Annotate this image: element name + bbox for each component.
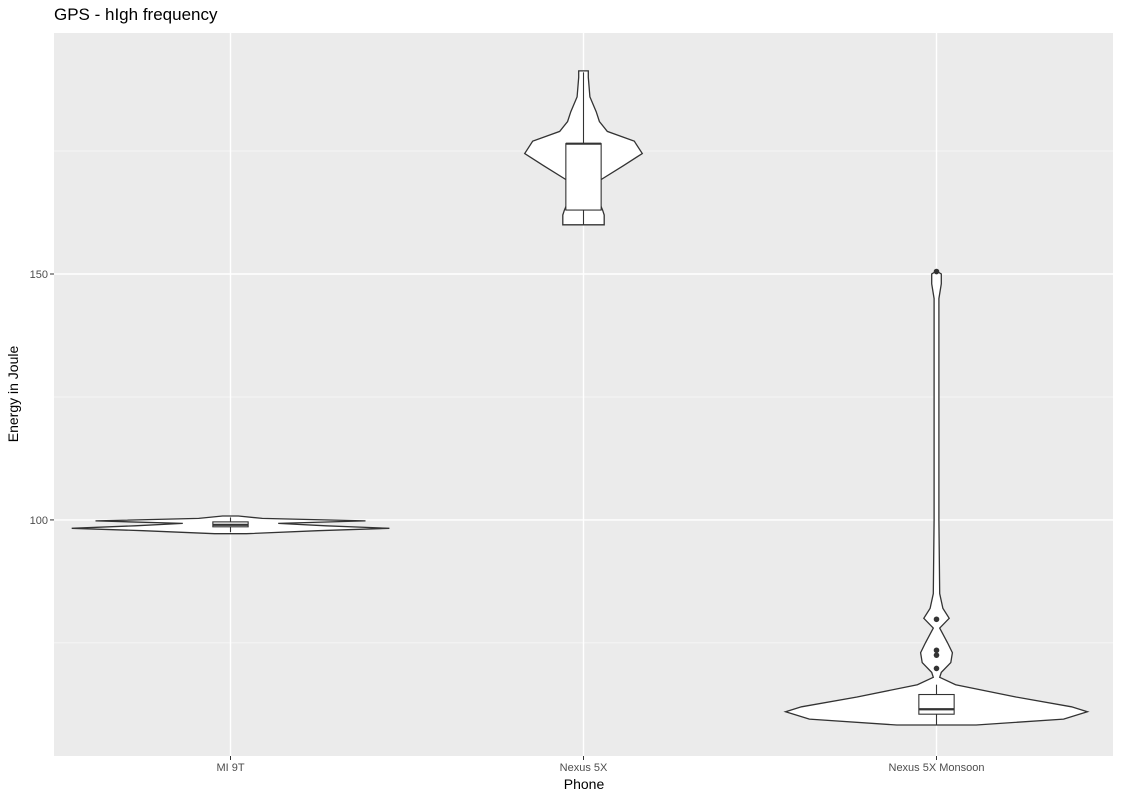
outlier-point [933,647,940,654]
y-axis-title: Energy in Joule [5,346,21,443]
x-tick-label: Nexus 5X Monsoon [889,762,985,774]
outlier-point [933,616,940,623]
x-axis-title: Phone [564,776,605,792]
x-tick-label: MI 9T [216,762,244,774]
chart-marks [71,70,1090,726]
y-axis: 100 150 [30,269,54,527]
x-axis: MI 9T Nexus 5X Nexus 5X Monsoon [216,756,985,774]
box-2 [565,143,602,211]
box-3 [918,693,955,715]
chart-title: GPS - hIgh frequency [54,5,218,24]
y-tick-label: 100 [30,515,48,527]
x-tick-label: Nexus 5X [560,762,608,774]
outlier-point [933,665,940,672]
y-tick-label: 150 [30,269,48,281]
outlier-point [933,652,940,658]
outlier-point [933,268,940,275]
